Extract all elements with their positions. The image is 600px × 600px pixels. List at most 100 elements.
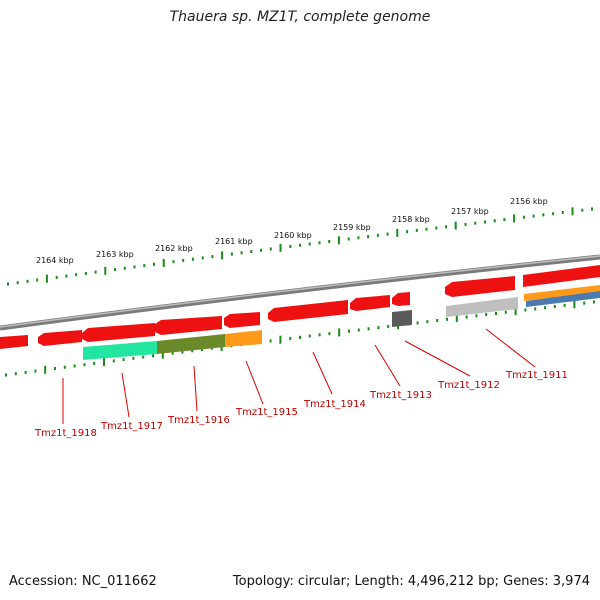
feature-bar-orange-2[interactable]: [524, 285, 600, 301]
minor-tick: [299, 335, 301, 339]
minor-tick: [191, 257, 194, 261]
minor-tick: [367, 235, 370, 239]
minor-tick: [289, 245, 292, 248]
genome-backbone: [0, 254, 600, 331]
gene-arrow[interactable]: [0, 335, 28, 349]
feature-bar-lightgray[interactable]: [446, 297, 518, 317]
minor-tick: [563, 303, 566, 307]
leader-line: [245, 360, 264, 405]
feature-bar-orange[interactable]: [225, 330, 262, 347]
feature-bar-green[interactable]: [83, 341, 157, 360]
accession-text: Accession: NC_011662: [9, 574, 157, 589]
minor-tick: [191, 349, 194, 353]
minor-tick: [181, 350, 184, 354]
minor-tick: [328, 240, 331, 243]
minor-tick: [524, 308, 527, 312]
gene-arrow[interactable]: [38, 330, 82, 346]
gene-label-tmz1t-1915: Tmz1t_1915: [235, 407, 298, 418]
gene-arrow[interactable]: [268, 300, 348, 322]
minor-tick: [308, 242, 311, 246]
feature-bars: [83, 285, 600, 360]
minor-tick: [132, 356, 135, 360]
gene-arrow[interactable]: [392, 292, 410, 306]
gene-arrow[interactable]: [224, 312, 260, 328]
minor-tick: [553, 305, 556, 309]
minor-tick: [171, 351, 174, 355]
minor-tick: [348, 329, 350, 333]
leader-line: [121, 372, 130, 418]
minor-tick: [435, 226, 438, 230]
minor-tick: [153, 262, 155, 266]
minor-tick: [445, 225, 447, 229]
major-tick: [44, 365, 47, 374]
minor-tick: [357, 328, 360, 332]
kbp-label-2156: 2156 kbp: [510, 197, 548, 206]
minor-tick: [483, 220, 486, 224]
minor-tick: [250, 250, 253, 253]
gene-label-tmz1t-1914: Tmz1t_1914: [303, 399, 366, 410]
minor-tick: [299, 243, 301, 247]
gene-arrow[interactable]: [350, 295, 390, 311]
major-tick: [161, 350, 164, 359]
minor-tick: [93, 361, 96, 365]
minor-tick: [347, 237, 350, 241]
minor-tick: [318, 333, 321, 337]
minor-tick: [16, 281, 19, 285]
minor-tick: [54, 367, 56, 370]
minor-tick: [34, 369, 37, 373]
kbp-label-2157: 2157 kbp: [451, 207, 489, 216]
minor-tick: [475, 314, 478, 318]
gene-arrow[interactable]: [82, 323, 155, 342]
minor-tick: [542, 213, 545, 217]
minor-tick: [201, 256, 204, 260]
minor-tick: [386, 232, 389, 236]
major-tick: [454, 221, 457, 230]
minor-tick: [55, 275, 58, 279]
major-tick: [571, 207, 574, 216]
minor-tick: [114, 268, 117, 271]
minor-tick: [182, 258, 185, 262]
kbp-label-2159: 2159 kbp: [333, 223, 371, 232]
feature-bar-blue[interactable]: [526, 291, 600, 307]
major-tick: [514, 307, 517, 316]
minor-tick: [152, 354, 154, 358]
outer-tick-track: [7, 207, 593, 286]
major-tick: [338, 328, 341, 337]
minor-tick: [593, 300, 595, 304]
kbp-label-2162: 2162 kbp: [155, 244, 193, 253]
feature-bar-olive[interactable]: [157, 334, 225, 354]
major-tick: [221, 251, 224, 260]
minor-tick: [495, 312, 497, 315]
gene-label-tmz1t-1918: Tmz1t_1918: [34, 428, 97, 439]
minor-tick: [552, 212, 555, 216]
major-tick: [103, 358, 105, 367]
minor-tick: [122, 358, 125, 362]
major-tick: [455, 314, 458, 323]
gene-arrow[interactable]: [523, 265, 600, 287]
kbp-label-2163: 2163 kbp: [96, 250, 134, 259]
minor-tick: [485, 313, 488, 317]
minor-tick: [7, 282, 9, 286]
major-tick: [396, 228, 399, 237]
minor-tick: [367, 327, 370, 331]
minor-tick: [534, 307, 537, 311]
major-tick: [337, 236, 340, 245]
leader-line: [485, 328, 536, 368]
minor-tick: [172, 260, 175, 264]
feature-bar-darkgray[interactable]: [392, 310, 412, 327]
kbp-label-2160: 2160 kbp: [274, 231, 312, 240]
minor-tick: [142, 355, 145, 359]
minor-tick: [143, 264, 146, 268]
minor-tick: [416, 321, 419, 325]
minor-tick: [230, 252, 233, 256]
minor-tick: [5, 373, 7, 377]
minor-tick: [75, 273, 78, 277]
minor-tick: [123, 266, 126, 270]
minor-tick: [522, 215, 525, 219]
minor-tick: [474, 221, 477, 225]
major-tick: [279, 243, 282, 252]
kbp-label-2161: 2161 kbp: [215, 237, 253, 246]
gene-arrow[interactable]: [445, 276, 515, 297]
gene-arrow[interactable]: [155, 316, 222, 335]
